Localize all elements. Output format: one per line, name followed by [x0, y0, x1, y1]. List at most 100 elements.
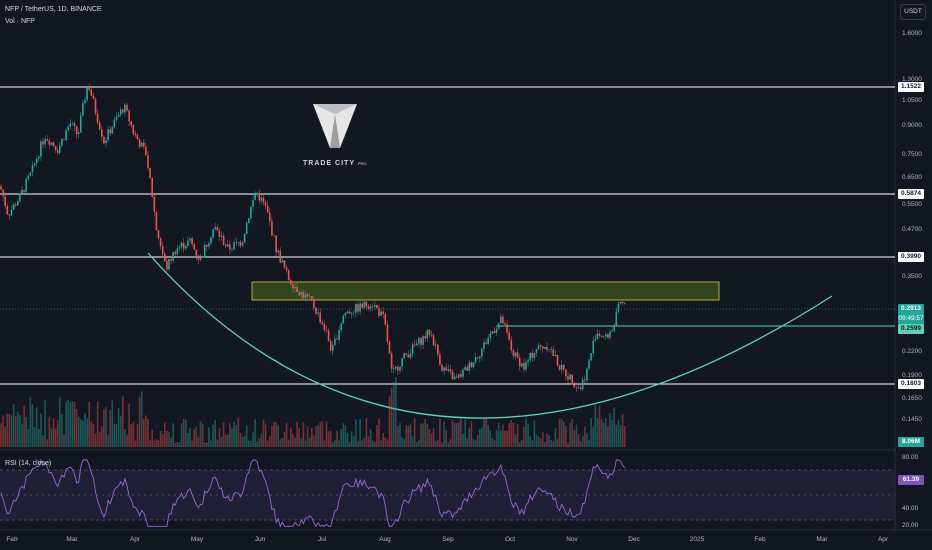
- volume-bar: [525, 418, 527, 447]
- candle-body: [252, 199, 254, 207]
- volume-bar: [27, 429, 30, 447]
- candle-body: [63, 139, 65, 140]
- volume-bar: [140, 391, 143, 447]
- candle-body: [613, 325, 615, 331]
- candle-body: [342, 315, 345, 324]
- volume-bar: [544, 442, 546, 447]
- volume-bar: [602, 422, 605, 447]
- candle-body: [75, 126, 78, 134]
- candle-body: [12, 204, 15, 210]
- volume-bar: [531, 440, 534, 447]
- volume-bar: [69, 402, 72, 447]
- volume-bar: [516, 424, 519, 447]
- volume-bar: [134, 440, 137, 447]
- volume-bar: [434, 441, 437, 447]
- candle-body: [584, 379, 586, 381]
- candle-body: [619, 301, 622, 304]
- rounding-bottom-curve[interactable]: [147, 252, 833, 419]
- volume-bar: [82, 420, 84, 447]
- candle-body: [216, 227, 219, 231]
- candle-body: [527, 360, 529, 362]
- candle-body: [308, 296, 311, 297]
- candle-body: [231, 249, 233, 250]
- candle-body: [199, 257, 202, 260]
- rsi-indicator-label[interactable]: RSI (14, close): [5, 460, 52, 467]
- currency-selector-button[interactable]: USDT: [900, 4, 926, 20]
- volume-bar: [512, 422, 515, 447]
- volume-bar: [260, 433, 263, 447]
- volume-bar: [23, 405, 25, 447]
- volume-bar: [269, 436, 271, 447]
- candle-body: [609, 331, 611, 338]
- volume-bar: [449, 439, 452, 447]
- candle-body: [23, 189, 25, 192]
- candle-body: [187, 240, 189, 246]
- volume-bar: [73, 401, 76, 447]
- volume-bar: [573, 430, 576, 447]
- candle-body: [571, 374, 573, 385]
- candle-body: [170, 259, 172, 261]
- volume-bar: [168, 432, 170, 447]
- candle-body: [98, 122, 101, 130]
- volume-bar: [113, 423, 116, 447]
- candle-body: [298, 291, 300, 296]
- candle-body: [422, 336, 424, 345]
- candle-body: [17, 201, 19, 206]
- volume-bar: [224, 434, 227, 447]
- volume-bar: [212, 424, 214, 447]
- volume-bar: [458, 422, 460, 447]
- resistance-zone[interactable]: [251, 281, 720, 301]
- candle-body: [178, 246, 181, 249]
- candle-body: [554, 354, 557, 356]
- candle-body: [573, 384, 576, 388]
- candle-body: [592, 340, 594, 354]
- candle-body: [50, 142, 53, 145]
- candle-body: [311, 296, 313, 300]
- candle-body: [109, 129, 111, 134]
- level-price-label-5: 0.1803: [898, 379, 924, 389]
- candle-body: [518, 357, 521, 367]
- volume-bar: [502, 424, 504, 447]
- candle-body: [103, 136, 105, 144]
- candle-body: [86, 87, 88, 101]
- volume-bar: [409, 424, 412, 447]
- time-tick: Sep: [442, 536, 454, 543]
- volume-bar: [432, 427, 435, 447]
- time-tick: May: [190, 536, 204, 543]
- candle-body: [386, 324, 389, 342]
- candle-body: [332, 345, 334, 351]
- logo-name: TRADE CITY: [303, 160, 355, 167]
- volume-bar: [430, 433, 433, 447]
- volume-bar: [54, 428, 57, 447]
- candle-body: [250, 206, 252, 219]
- volume-bar: [285, 423, 288, 447]
- candle-body: [464, 367, 466, 370]
- volume-indicator-label[interactable]: Vol · NFP: [5, 18, 35, 25]
- volume-bar: [554, 428, 557, 447]
- candle-body: [136, 135, 139, 140]
- candle-body: [617, 303, 620, 312]
- candle-body: [44, 139, 46, 145]
- candle-countdown-label: 09:49:57: [898, 314, 924, 324]
- volume-bar: [311, 427, 313, 447]
- candle-body: [113, 119, 116, 128]
- volume-bar: [0, 423, 2, 447]
- candle-body: [485, 342, 487, 344]
- volume-bar: [88, 401, 90, 447]
- candle-body: [420, 338, 422, 345]
- candle-body: [134, 133, 137, 136]
- volume-bar: [117, 408, 120, 447]
- volume-bar: [281, 437, 284, 447]
- volume-bar: [481, 427, 483, 447]
- time-tick: Dec: [628, 536, 640, 543]
- volume-bar: [397, 425, 399, 447]
- volume-bars: [0, 377, 626, 447]
- candle-body: [317, 312, 319, 314]
- candle-body: [8, 214, 11, 216]
- candle-body: [77, 132, 80, 134]
- candle-body: [277, 250, 279, 253]
- candle-body: [128, 110, 130, 122]
- volume-bar: [38, 428, 40, 447]
- symbol-header[interactable]: NFP / TetherUS, 1D, BINANCE: [5, 6, 102, 13]
